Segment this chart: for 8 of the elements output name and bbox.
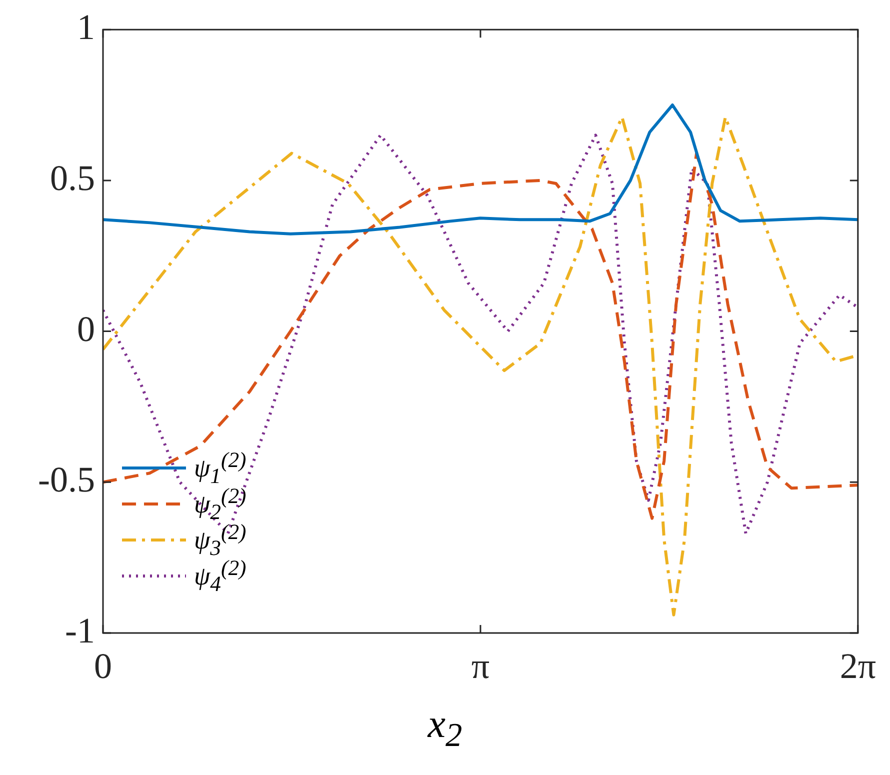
y-tick-label: 1	[77, 7, 95, 48]
x-axis-title: x$_{2}$	[426, 700, 464, 755]
y-tick-label: -1	[65, 610, 95, 650]
y-tick-label: 0	[77, 308, 95, 349]
x-tick-label: 2π	[840, 646, 876, 686]
y-tick-label: 0.5	[50, 158, 95, 198]
x-tick-label: π	[471, 646, 490, 686]
y-tick-label: -0.5	[38, 460, 95, 500]
